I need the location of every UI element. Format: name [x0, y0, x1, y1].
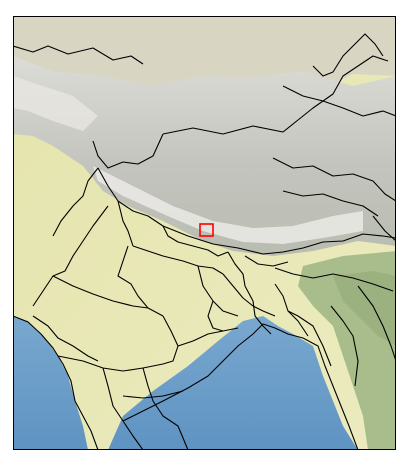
- coastline-arabian: [13, 315, 76, 402]
- tibetan-plateau: [13, 56, 396, 256]
- border-myanmar-1: [330, 305, 359, 387]
- border-state-up-2: [117, 245, 149, 309]
- border-sikkim: [227, 251, 246, 287]
- border-northwest: [13, 45, 144, 65]
- border-east-1: [282, 85, 396, 117]
- border-nepal-south: [162, 225, 229, 257]
- border-state-haryana: [117, 200, 134, 247]
- border-bhutan: [244, 255, 289, 267]
- border-state-coast: [74, 400, 99, 450]
- border-tibet-north: [297, 55, 389, 121]
- border-state-wb: [222, 273, 276, 317]
- border-state-south-1: [102, 367, 144, 450]
- border-state-rajasthan: [32, 205, 109, 307]
- map-canvas[interactable]: [13, 16, 396, 450]
- border-state-gujarat: [32, 315, 99, 362]
- border-ne-east: [372, 215, 396, 242]
- border-east-2: [272, 157, 396, 202]
- arabian-sea: [13, 316, 88, 450]
- bay-of-bengal: [108, 316, 358, 450]
- border-state-south-2: [142, 367, 189, 450]
- border-state-mp: [52, 275, 164, 317]
- border-myanmar-2: [357, 285, 396, 362]
- border-himalaya: [97, 167, 396, 255]
- map-border: [13, 16, 396, 450]
- border-state-jharkhand: [207, 300, 224, 332]
- map-panel[interactable]: [13, 16, 396, 450]
- border-state-maharashtra: [57, 355, 164, 372]
- himalaya-snow: [93, 166, 363, 244]
- border-ne-india-1: [274, 267, 394, 292]
- border-state-punjab: [52, 167, 99, 237]
- boundary-lines: [13, 33, 396, 450]
- northwest-snow: [13, 76, 98, 131]
- border-tibet-west: [92, 133, 164, 169]
- border-state-south-3: [122, 390, 184, 399]
- border-northeast: [312, 33, 384, 77]
- coastline-bay: [122, 323, 359, 450]
- border-north: [162, 119, 299, 135]
- border-state-odisha: [177, 327, 239, 347]
- border-state-up: [132, 245, 224, 275]
- eastern-forest-dark: [333, 271, 396, 346]
- border-bangladesh-east: [287, 310, 332, 367]
- location-marker[interactable]: [199, 223, 214, 237]
- border-east-3: [282, 190, 379, 217]
- border-bangladesh-west: [244, 285, 272, 335]
